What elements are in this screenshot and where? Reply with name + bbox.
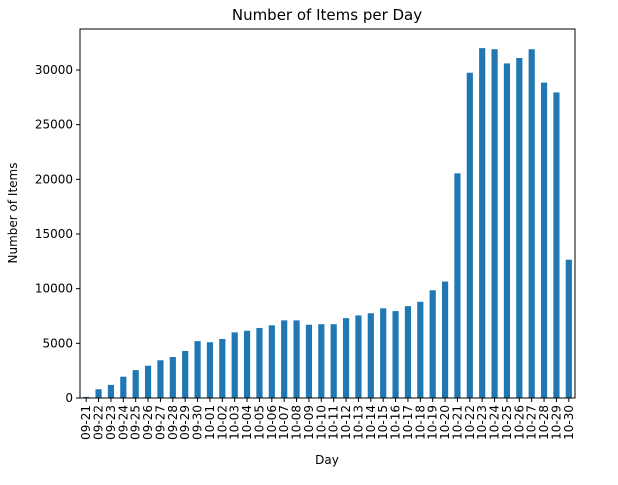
bar-10-21: [454, 173, 461, 398]
x-tick-label: 10-23: [475, 405, 489, 440]
x-tick-label: 10-09: [302, 405, 316, 440]
x-tick-label: 10-17: [401, 405, 415, 440]
bar-09-23: [107, 384, 115, 398]
x-tick-label: 10-18: [413, 405, 427, 440]
bar-10-27: [528, 49, 535, 399]
bar-10-12: [342, 318, 350, 398]
bar-09-25: [132, 370, 139, 398]
x-tick-label: 10-20: [438, 405, 452, 440]
bar-10-17: [404, 306, 412, 398]
x-tick-label: 10-12: [339, 405, 353, 440]
bar-10-23: [479, 48, 486, 399]
bar-10-03: [231, 332, 238, 398]
x-tick-label: 09-22: [92, 405, 106, 440]
bar-10-11: [330, 324, 337, 398]
y-axis-ticks: 0 5000 10000 15000 20000 25000 30000: [35, 63, 80, 405]
x-tick-label: 09-28: [166, 405, 180, 440]
x-tick-label: 10-24: [488, 405, 502, 440]
x-tick-label: 10-15: [376, 405, 390, 440]
chart-title: Number of Items per Day: [232, 6, 422, 24]
x-tick-label: 10-07: [277, 405, 291, 440]
bar-09-22: [95, 389, 102, 398]
bar-09-29: [182, 350, 189, 398]
bar-10-18: [417, 301, 424, 398]
bar-10-25: [503, 63, 511, 398]
x-tick-label: 10-27: [525, 405, 539, 440]
bar-10-30: [565, 259, 572, 398]
bar-10-22: [466, 72, 473, 398]
x-tick-label: 10-22: [463, 405, 477, 440]
bars-group: [83, 48, 572, 399]
x-tick-label: 10-26: [512, 405, 526, 440]
bar-10-28: [540, 82, 548, 398]
bar-09-30: [194, 341, 201, 398]
bar-10-15: [380, 308, 387, 398]
x-tick-label: 10-03: [228, 405, 242, 440]
x-tick-label: 10-01: [203, 405, 217, 440]
bar-09-28: [169, 357, 176, 398]
bar-09-27: [157, 360, 164, 398]
x-tick-label: 10-19: [426, 405, 440, 440]
x-tick-label: 09-30: [191, 405, 205, 440]
y-tick-label: 10000: [35, 282, 73, 296]
x-tick-label: 10-02: [215, 405, 229, 440]
y-tick-label: 30000: [35, 63, 73, 77]
bar-10-13: [355, 315, 362, 398]
x-tick-label: 10-14: [364, 405, 378, 440]
x-axis-label: Day: [315, 453, 339, 467]
x-tick-label: 10-21: [450, 405, 464, 440]
x-tick-label: 09-25: [129, 405, 143, 440]
x-tick-label: 10-29: [549, 405, 563, 440]
x-tick-label: 09-21: [79, 405, 93, 440]
bar-09-26: [144, 365, 152, 398]
bar-09-21: [83, 396, 90, 398]
x-tick-label: 10-16: [389, 405, 403, 440]
bar-09-24: [120, 376, 127, 398]
y-tick-label: 15000: [35, 227, 73, 241]
x-tick-label: 10-08: [290, 405, 304, 440]
x-tick-label: 09-27: [153, 405, 167, 440]
bar-10-07: [281, 320, 288, 398]
bar-10-20: [441, 281, 449, 398]
x-tick-label: 10-04: [240, 405, 254, 440]
bar-10-02: [219, 338, 226, 398]
y-tick-label: 25000: [35, 118, 73, 132]
x-tick-label: 10-11: [327, 405, 341, 440]
bar-10-05: [256, 328, 263, 398]
x-tick-label: 10-05: [252, 405, 266, 440]
x-tick-label: 10-30: [562, 405, 576, 440]
x-tick-label: 09-24: [116, 405, 130, 440]
x-tick-label: 09-29: [178, 405, 192, 440]
bar-10-29: [553, 92, 560, 398]
bar-10-08: [293, 320, 300, 398]
bar-10-14: [367, 313, 374, 398]
bar-10-10: [318, 324, 325, 398]
x-tick-label: 09-26: [141, 405, 155, 440]
x-axis-ticks: 09-2109-2209-2309-2409-2509-2609-2709-28…: [79, 398, 576, 440]
bar-10-26: [516, 57, 523, 399]
x-tick-label: 10-28: [537, 405, 551, 440]
bar-10-06: [268, 325, 275, 398]
bar-10-01: [206, 342, 214, 398]
bar-10-16: [392, 311, 399, 398]
bar-10-19: [429, 290, 436, 398]
y-tick-label: 20000: [35, 172, 73, 186]
bar-10-04: [243, 330, 251, 398]
y-tick-label: 0: [65, 391, 73, 405]
x-tick-label: 10-06: [265, 405, 279, 440]
x-tick-label: 10-25: [500, 405, 514, 440]
plot-frame: [79, 28, 576, 399]
bar-10-09: [305, 324, 313, 398]
y-tick-label: 5000: [42, 336, 73, 350]
bar-10-24: [491, 49, 498, 399]
x-tick-label: 10-10: [314, 405, 328, 440]
x-tick-label: 09-23: [104, 405, 118, 440]
x-tick-label: 10-13: [351, 405, 365, 440]
y-axis-label: Number of Items: [6, 163, 20, 264]
